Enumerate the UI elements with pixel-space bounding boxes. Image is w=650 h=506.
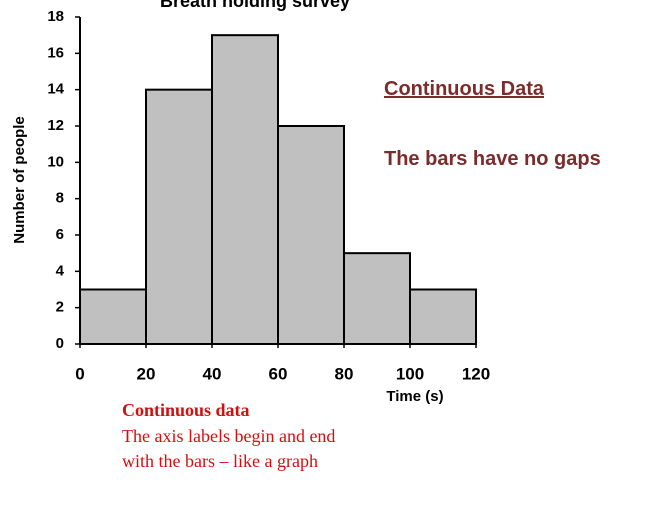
x-tick-label: 20 [137, 364, 156, 383]
y-tick-label: 0 [56, 335, 64, 352]
x-tick-label: 0 [75, 364, 84, 383]
y-tick-label: 12 [47, 117, 64, 134]
bar [343, 252, 411, 346]
y-tick-label: 8 [56, 190, 64, 207]
x-tick-label: 40 [203, 364, 222, 383]
bar [145, 88, 213, 345]
bar [211, 34, 279, 346]
y-tick-label: 14 [47, 81, 64, 98]
y-tick-label: 4 [56, 262, 65, 279]
y-tick-label: 10 [47, 153, 64, 170]
y-tick-label: 6 [56, 226, 64, 243]
bar [277, 125, 345, 345]
y-tick-label: 16 [47, 44, 64, 61]
x-tick-label: 80 [335, 364, 354, 383]
chart-title: Breath holding survey [160, 0, 350, 11]
annotation: Continuous Data [384, 78, 544, 100]
x-axis-label: Time (s) [386, 388, 443, 405]
y-axis-label: Number of people [11, 116, 28, 244]
annotation: The axis labels begin and end with the b… [122, 426, 336, 471]
annotation: The bars have no gaps [384, 148, 601, 170]
x-tick-label: 100 [396, 364, 424, 383]
bar [409, 288, 477, 345]
bar [79, 288, 147, 345]
y-tick-label: 18 [47, 8, 64, 25]
y-tick-label: 2 [56, 299, 64, 316]
x-tick-label: 60 [269, 364, 288, 383]
x-tick-label: 120 [462, 364, 490, 383]
annotation: Continuous data [122, 400, 250, 420]
